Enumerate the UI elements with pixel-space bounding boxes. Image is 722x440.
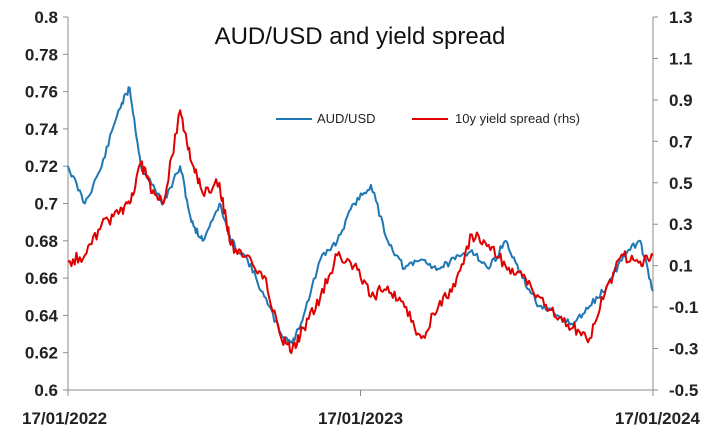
y-right-tick-label: -0.1 xyxy=(669,298,698,317)
legend-label-audusd: AUD/USD xyxy=(317,111,376,126)
series-line-audusd xyxy=(67,86,654,345)
axes xyxy=(67,17,654,391)
y-left-tick-label: 0.6 xyxy=(34,381,58,400)
series-group xyxy=(67,86,654,355)
y-left-tick-label: 0.78 xyxy=(25,45,58,64)
series-line-yield-spread xyxy=(67,109,654,355)
y-right-tick-label: -0.3 xyxy=(669,340,698,359)
y-left-tick-label: 0.66 xyxy=(25,269,58,288)
y-right-axis: -0.5 -0.3 -0.1 0.1 0.3 0.5 0.7 0.9 1.1 1.3 xyxy=(653,8,698,400)
x-tick-label: 17/01/2022 xyxy=(22,409,107,428)
y-right-tick-label: 0.1 xyxy=(669,257,693,276)
x-axis: 17/01/2022 17/01/2023 17/01/2024 xyxy=(22,390,701,428)
legend: AUD/USD 10y yield spread (rhs) xyxy=(276,111,580,126)
y-right-tick-label: 1.3 xyxy=(669,8,693,27)
y-right-tick-label: 0.3 xyxy=(669,215,693,234)
y-left-tick-label: 0.68 xyxy=(25,232,58,251)
x-tick-label: 17/01/2024 xyxy=(615,409,701,428)
y-left-tick-label: 0.62 xyxy=(25,344,58,363)
y-left-tick-label: 0.72 xyxy=(25,157,58,176)
y-left-axis: 0.6 0.62 0.64 0.66 0.68 0.7 0.72 0.74 0.76 0.78 0.… xyxy=(25,8,68,400)
x-tick-label: 17/01/2023 xyxy=(318,409,403,428)
y-left-tick-label: 0.76 xyxy=(25,83,58,102)
y-right-tick-label: -0.5 xyxy=(669,381,698,400)
chart-title: AUD/USD and yield spread xyxy=(215,23,506,50)
y-right-tick-label: 0.7 xyxy=(669,132,693,151)
y-right-tick-label: 0.9 xyxy=(669,91,693,110)
y-right-tick-label: 1.1 xyxy=(669,49,693,68)
legend-label-yield-spread: 10y yield spread (rhs) xyxy=(455,111,580,126)
y-right-tick-label: 0.5 xyxy=(669,174,693,193)
y-left-tick-label: 0.8 xyxy=(34,8,58,27)
y-left-tick-label: 0.74 xyxy=(25,120,59,139)
y-left-tick-label: 0.64 xyxy=(25,306,59,325)
y-left-tick-label: 0.7 xyxy=(34,195,58,214)
